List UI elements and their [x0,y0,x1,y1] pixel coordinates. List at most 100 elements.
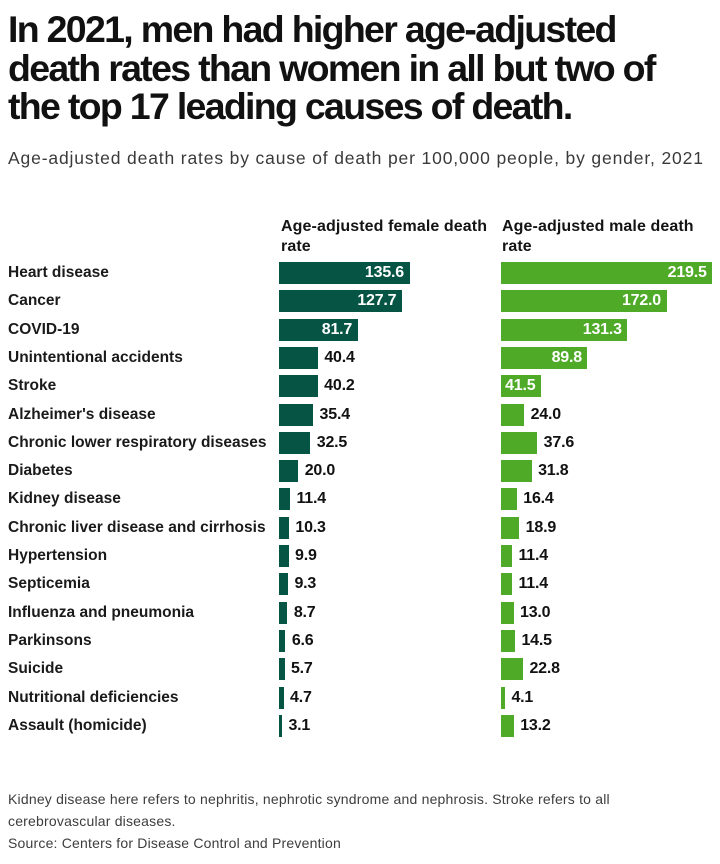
table-row: Nutritional deficiencies 4.7 4.1 [0,686,720,709]
female-bar [279,318,358,341]
category-label: Chronic lower respiratory diseases [8,433,267,451]
male-value-label: 89.8 [551,348,583,366]
female-bar [279,403,314,426]
female-value-label: 6.6 [291,632,314,650]
female-bar-cell: 127.7 [279,290,490,313]
male-bar [501,262,713,284]
female-bar [279,262,410,284]
male-bar [501,545,512,568]
female-bar [279,630,286,653]
male-bar [501,290,667,313]
table-row: Alzheimer's disease 35.4 24.0 [0,403,720,426]
male-value-label: 219.5 [667,264,707,281]
category-label: Septicemia [8,575,90,593]
chart-subtitle: Age-adjusted death rates by cause of dea… [8,148,704,168]
male-bar-cell: 11.4 [501,573,712,596]
female-value-label: 11.4 [296,490,326,508]
male-bar [501,686,505,709]
male-value-label: 131.3 [582,320,622,338]
male-bar [501,403,525,426]
female-bar [279,460,299,483]
female-bar-cell: 40.4 [279,346,490,369]
male-bar [501,658,523,681]
male-bar-cell: 18.9 [501,516,712,539]
male-bar [501,601,514,624]
female-value-label: 3.1 [288,716,311,734]
female-value-label: 81.7 [321,320,353,338]
female-bar [279,516,289,539]
female-bar-cell: 40.2 [279,375,490,398]
female-bar [279,290,402,313]
male-bar-cell: 31.8 [501,460,712,483]
male-bar [501,460,532,483]
female-bar-cell: 9.9 [279,545,490,568]
male-bar-cell: 13.2 [501,714,712,737]
male-bar [501,516,520,539]
male-bar-cell: 24.0 [501,403,712,426]
female-bar [279,601,288,624]
male-bar [501,318,628,341]
male-bar-cell: 131.3 [501,318,712,341]
chart-title: In 2021, men had higher age-adjusted dea… [8,8,656,127]
female-value-label: 8.7 [293,603,316,621]
male-value-label: 13.0 [520,603,551,621]
male-value-label: 14.5 [521,632,552,650]
male-bar [501,573,512,596]
male-bar-cell: 11.4 [501,545,712,568]
table-row: Chronic liver disease and cirrhosis 10.3 1… [0,516,720,539]
female-bar-cell: 9.3 [279,573,490,596]
female-bar-cell: 3.1 [279,714,490,737]
table-row: Septicemia 9.3 11.4 [0,573,720,596]
female-value-label: 40.4 [324,348,355,366]
female-value-label: 127.7 [357,292,397,310]
male-bar [501,714,514,737]
female-bar-cell: 81.7 [279,318,490,341]
table-row: Diabetes 20.0 31.8 [0,460,720,483]
male-value-label: 18.9 [525,518,557,536]
category-label: Parkinsons [8,632,92,650]
female-bar-cell: 135.6 [279,262,490,284]
male-bar [501,630,515,653]
female-bar [279,488,290,511]
female-value-label: 10.3 [295,518,326,536]
male-value-label: 16.4 [523,490,554,508]
male-value-label: 11.4 [518,575,548,593]
column-header-male: Age-adjusted male death rate [502,218,694,255]
male-bar-cell: 37.6 [501,431,712,454]
female-value-label: 35.4 [319,405,351,423]
column-header-female: Age-adjusted female death rate [281,218,488,255]
category-label: COVID-19 [8,320,80,338]
table-row: Stroke 40.2 41.5 [0,375,720,398]
category-label: Alzheimer's disease [8,405,156,423]
female-bar [279,686,284,709]
female-value-label: 20.0 [304,462,336,480]
female-bar-cell: 11.4 [279,488,490,511]
table-row: Parkinsons 6.6 14.5 [0,630,720,653]
category-label: Kidney disease [8,490,121,508]
male-bar-cell: 89.8 [501,346,712,369]
female-bar [279,431,311,454]
male-value-label: 41.5 [505,377,536,395]
category-label: Assault (homicide) [8,716,147,734]
category-label: Nutritional deficiencies [8,688,179,706]
category-label: Chronic liver disease and cirrhosis [8,518,266,536]
category-label: Diabetes [8,462,73,480]
table-row: COVID-19 81.7 131.3 [0,318,720,341]
female-value-label: 4.7 [290,688,312,706]
male-bar-cell: 22.8 [501,658,712,681]
male-value-label: 4.1 [511,688,534,706]
male-value-label: 24.0 [530,405,562,423]
female-bar-cell: 8.7 [279,601,490,624]
male-bar-cell: 172.0 [501,290,712,313]
female-value-label: 40.2 [324,377,355,395]
table-row: Heart disease 135.6 219.5 [0,262,720,284]
male-bar [501,346,588,369]
male-value-label: 31.8 [538,462,569,480]
female-bar [279,573,288,596]
male-value-label: 172.0 [621,292,661,310]
female-bar-cell: 4.7 [279,686,490,709]
male-bar [501,375,541,398]
category-label: Hypertension [8,547,108,565]
table-row: Cancer 127.7 172.0 [0,290,720,313]
